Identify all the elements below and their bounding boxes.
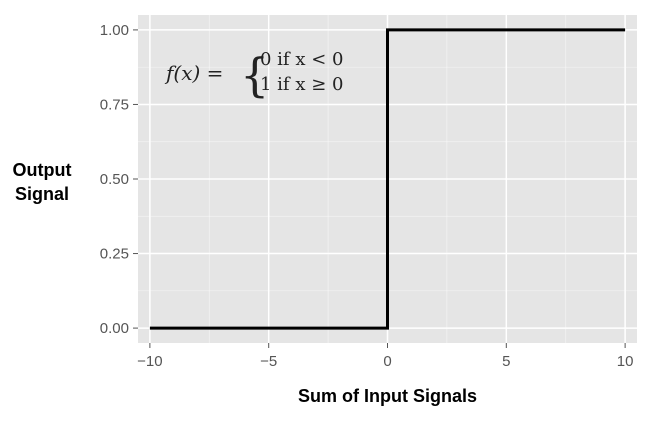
x-tick-label: 5: [502, 353, 510, 370]
formula-case-1: 0 if x < 0: [260, 49, 343, 70]
formula-lhs: f(x) =: [164, 61, 223, 85]
y-tick-label: 1.00: [100, 22, 129, 39]
x-axis-title: Sum of Input Signals: [298, 386, 477, 406]
series-layer: [149, 28, 626, 330]
y-tick-label: 0.75: [100, 96, 129, 113]
formula-brace: {: [240, 48, 269, 102]
x-tick-label: 10: [617, 353, 634, 370]
y-axis-ticks: 0.00 0.25 0.50 0.75 1.00: [100, 22, 138, 337]
formula-case-2: 1 if x ≥ 0: [260, 74, 343, 95]
step-series-line: [149, 28, 626, 330]
x-tick-label: 0: [383, 353, 391, 370]
y-tick-label: 0.25: [100, 246, 129, 263]
y-tick-label: 0.50: [100, 171, 129, 188]
x-axis-ticks: −10 −5 0 5 10: [137, 343, 633, 370]
y-axis-title-line-2: Signal: [15, 184, 69, 204]
y-tick-label: 0.00: [100, 320, 129, 337]
x-tick-label: −10: [137, 353, 162, 370]
y-axis-title-line-1: Output: [13, 160, 72, 180]
formula-annotation: f(x) = { 0 if x < 0 1 if x ≥ 0: [164, 48, 343, 102]
x-tick-label: −5: [260, 353, 277, 370]
